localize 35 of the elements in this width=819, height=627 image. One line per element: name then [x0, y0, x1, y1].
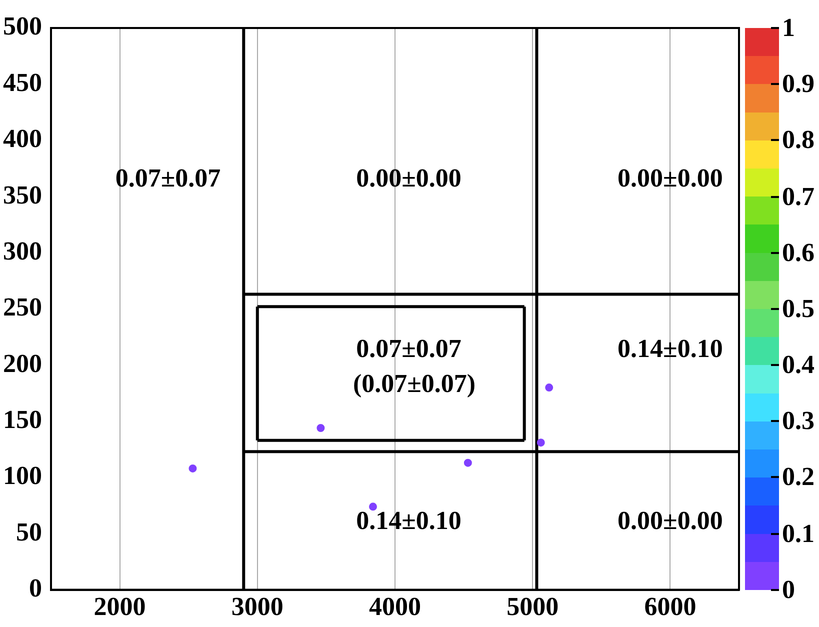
y-tick-label: 350 [3, 180, 42, 210]
y-tick-label: 300 [3, 236, 42, 266]
color-bar-label: 0.6 [782, 238, 814, 268]
y-tick-label: 150 [3, 404, 42, 434]
color-bar-label: 0.8 [782, 125, 814, 156]
x-tick-label: 5000 [506, 592, 559, 622]
color-bar-label: 0.3 [782, 406, 814, 436]
y-tick-label: 500 [3, 12, 42, 41]
color-bar-label: 1 [782, 13, 795, 43]
color-bar-label: 0.1 [782, 518, 814, 549]
x-tick-label: 4000 [369, 592, 421, 622]
y-tick-label: 250 [3, 292, 42, 322]
color-bar-label: 0.9 [782, 69, 814, 100]
x-tick-label: 6000 [644, 592, 696, 622]
color-bar-label: 0.5 [782, 294, 814, 324]
color-bar-label: 0.7 [782, 182, 814, 212]
annotation: 0.07±0.07 [356, 334, 462, 364]
color-bar-label: 0.2 [782, 462, 814, 492]
annotation: 0.14±0.10 [356, 506, 462, 536]
x-tick-label: 3000 [231, 592, 284, 622]
y-tick-label: 0 [29, 574, 42, 603]
annotation: (0.07±0.07) [352, 369, 476, 398]
annotation: 0.00±0.00 [618, 163, 723, 192]
annotation: 0.14±0.10 [618, 334, 723, 364]
y-tick-label: 100 [3, 461, 42, 490]
color-bar-label: 0 [782, 574, 795, 605]
y-tick-label: 450 [3, 68, 42, 97]
y-tick-label: 200 [3, 348, 42, 378]
annotation: 0.07±0.07 [115, 163, 221, 192]
annotation: 0.00±0.00 [618, 506, 723, 536]
color-bar-label: 0.4 [782, 350, 814, 380]
x-tick-label: 2000 [94, 592, 146, 622]
y-tick-label: 400 [3, 124, 42, 154]
y-tick-label: 50 [16, 517, 42, 546]
annotation: 0.00±0.00 [356, 163, 462, 192]
